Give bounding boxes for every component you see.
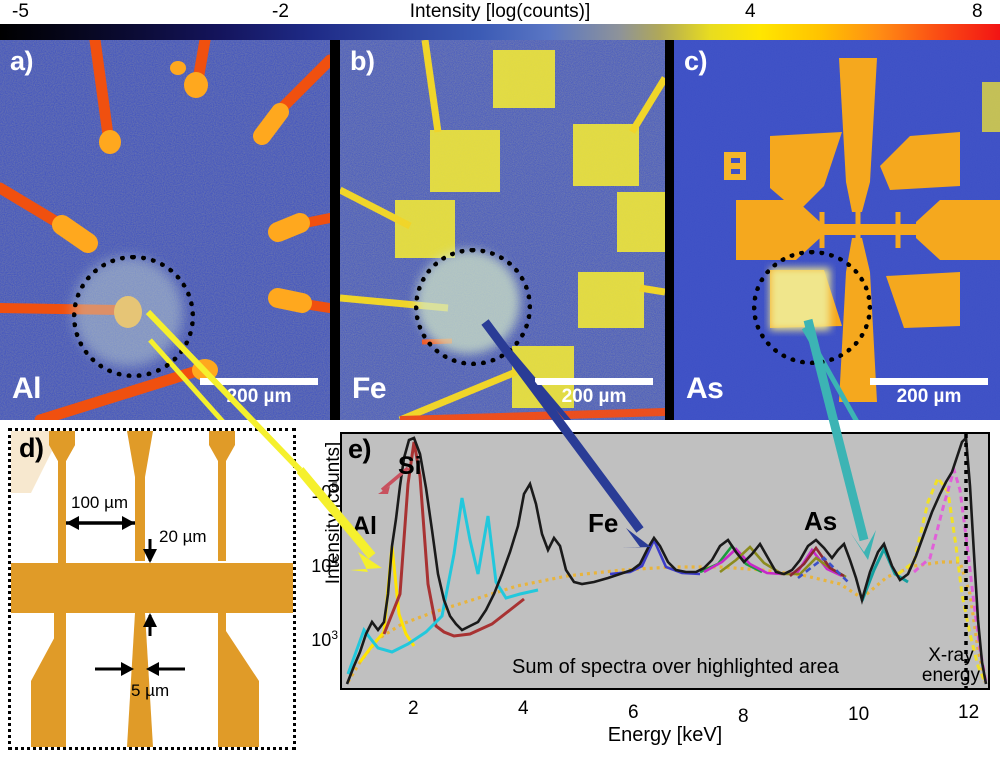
hallbar-schematic	[11, 431, 293, 747]
curve-elastic-yellow	[897, 474, 987, 683]
map-panel-al: a) Al 200 µm	[0, 40, 330, 420]
colorbar-block: -5 -2 4 8 Intensity [log(counts)]	[0, 0, 1000, 40]
scalebar-a: 200 µm	[200, 378, 318, 408]
xtick-12: 12	[958, 702, 980, 723]
panel-e-spectrum: 105 104 103 Intensity [counts]	[300, 424, 1000, 760]
dim-label-narrow: 5 µm	[131, 681, 170, 700]
dim-label-pitch: 100 µm	[71, 493, 129, 512]
curve-si	[382, 441, 525, 638]
fe-map-image	[340, 40, 665, 420]
map-panel-as: c) As 200 µm	[674, 40, 1000, 420]
curve-bremsstrahlung	[346, 560, 987, 683]
xray-energy-line1: X-ray	[928, 645, 974, 666]
colorbar-tick-labels: -5 -2 4 8 Intensity [log(counts)]	[0, 0, 1000, 24]
colorbar-gradient	[0, 24, 1000, 40]
scalebar-label-a: 200 µm	[226, 386, 292, 407]
scalebar-b: 200 µm	[535, 378, 653, 408]
peak-label-fe: Fe	[588, 508, 619, 538]
peak-label-as: As	[804, 506, 838, 536]
panel-label-b: b)	[350, 46, 375, 76]
xray-energy-label: X-ray energy	[922, 646, 980, 686]
colorbar-tick-1: -2	[272, 1, 289, 22]
curve-elastic-magenta	[913, 464, 988, 683]
spectrum-curves	[342, 434, 988, 688]
scalebar-label-c: 200 µm	[896, 386, 962, 407]
panel-d-schematic: d) 100 µm 20 µm 5 µm	[8, 428, 296, 750]
peak-label-al: Al	[352, 512, 377, 540]
xtick-6: 6	[628, 702, 639, 723]
curve-comp-darkred	[789, 545, 845, 578]
panel-divider-ab	[330, 40, 340, 420]
element-label-al: Al	[12, 372, 42, 405]
panel-label-d: d)	[19, 433, 44, 463]
panel-label-a: a)	[10, 46, 34, 76]
colorbar-tick-0: -5	[12, 1, 29, 22]
si-arrow-icon	[378, 466, 410, 494]
xtick-8: 8	[738, 706, 749, 727]
scalebar-line-b	[535, 378, 653, 385]
peak-label-si: Si	[398, 452, 422, 480]
highlight-circle-fe	[414, 248, 532, 366]
as-map-image	[674, 40, 1000, 420]
element-label-as: As	[686, 372, 724, 405]
curve-comp-blue-dashed	[797, 556, 851, 585]
curve-sum	[345, 435, 988, 685]
xray-energy-line2: energy	[921, 664, 980, 686]
ytick-1e4: 104	[311, 554, 338, 576]
colorbar-title: Intensity [log(counts)]	[409, 1, 591, 22]
dim-label-width: 20 µm	[159, 527, 207, 546]
panel-label-c: c)	[684, 46, 708, 76]
panel-label-e: e)	[348, 434, 372, 464]
panel-divider-bc	[665, 40, 674, 420]
highlight-circle-as	[752, 250, 872, 365]
xtick-2: 2	[408, 698, 419, 719]
colorbar-tick-3: 8	[972, 1, 983, 22]
plot-caption: Sum of spectra over highlighted area	[512, 656, 839, 678]
xtick-10: 10	[848, 704, 870, 725]
element-label-fe: Fe	[352, 372, 387, 405]
ytick-1e3: 103	[311, 628, 338, 650]
scalebar-line-c	[870, 378, 988, 385]
scalebar-c: 200 µm	[870, 378, 988, 408]
scalebar-line-a	[200, 378, 318, 385]
al-map-image	[0, 40, 330, 420]
scalebar-label-b: 200 µm	[561, 386, 627, 407]
plot-area: e) Si Al Fe As Sum of spectra over highl…	[340, 432, 990, 690]
colorbar-tick-2: 4	[745, 1, 756, 22]
map-panel-fe: b) Fe 200 µm	[340, 40, 665, 420]
highlight-circle-al	[72, 255, 195, 378]
xtick-4: 4	[518, 698, 529, 719]
xaxis-title: Energy [keV]	[607, 724, 723, 746]
